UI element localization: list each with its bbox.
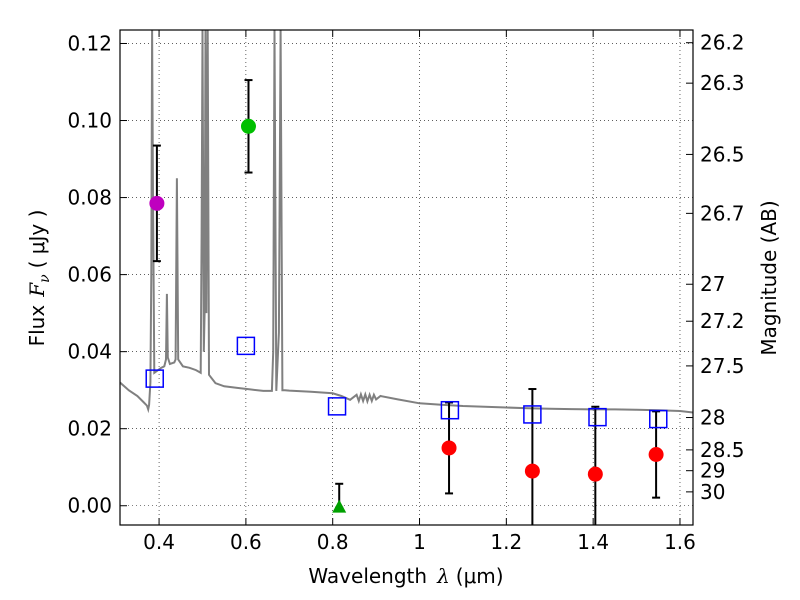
y-tick-labels: 0.00 0.02 0.04 0.06 0.08 0.10 0.12 xyxy=(67,31,112,517)
observed-flux-point xyxy=(441,440,457,456)
x-tick-label: 1.6 xyxy=(664,530,696,554)
magnitude-tick-label: 27.2 xyxy=(700,309,745,333)
x-tick-label: 0.6 xyxy=(230,530,262,554)
x-tick-label: 1 xyxy=(413,530,426,554)
model-flux-square xyxy=(236,336,256,356)
y-tick-label: 0.08 xyxy=(67,186,112,210)
x-axis-label: Wavelength λ (μm) xyxy=(308,564,503,588)
template-spectrum-line xyxy=(120,30,693,414)
observed-photometry-points xyxy=(149,118,664,513)
magnitude-tick-label: 26.3 xyxy=(700,71,745,95)
x-tick-label: 1.4 xyxy=(577,530,609,554)
upper-limit-triangle xyxy=(332,499,347,513)
plot-frame xyxy=(119,29,694,526)
axis-ticks xyxy=(120,30,693,525)
y-tick-label: 0.04 xyxy=(67,340,112,364)
model-flux-square xyxy=(649,409,668,429)
model-flux-square xyxy=(440,400,460,420)
x-tick-labels: 0.4 0.6 0.8 1 1.2 1.4 1.6 xyxy=(143,530,696,554)
plot-area xyxy=(120,30,693,525)
model-flux-square xyxy=(588,407,607,427)
x-tick-label: 0.8 xyxy=(317,530,349,554)
observed-flux-point xyxy=(149,195,165,211)
magnitude-tick-label: 26.5 xyxy=(700,142,745,166)
y-tick-label: 0.10 xyxy=(67,109,112,133)
y-tick-label: 0.12 xyxy=(67,31,112,55)
magnitude-tick-label: 28 xyxy=(700,406,725,430)
magnitude-tick-label: 29 xyxy=(700,459,725,483)
observed-flux-point xyxy=(648,447,664,463)
magnitude-tick-label: 27.5 xyxy=(700,354,745,378)
magnitude-tick-label: 27 xyxy=(700,272,725,296)
y-axis-label: FluxFν( μJy ) xyxy=(25,210,53,347)
magnitude-tick-label: 26.2 xyxy=(700,31,745,55)
y-axis-subscript: ν xyxy=(37,274,53,283)
grid-lines xyxy=(120,30,693,525)
magnitude-axis-label: Magnitude (AB) xyxy=(757,200,781,355)
magnitude-tick-label: 30 xyxy=(700,480,725,504)
y-tick-label: 0.06 xyxy=(67,263,112,287)
y-axis-symbol: F xyxy=(25,282,49,298)
y-tick-label: 0.00 xyxy=(67,494,112,518)
model-flux-square xyxy=(327,397,347,416)
model-photometry-points xyxy=(145,336,668,429)
magnitude-tick-label: 28.5 xyxy=(700,438,745,462)
model-flux-square xyxy=(145,369,164,388)
observed-flux-point xyxy=(587,466,603,482)
observed-flux-point xyxy=(240,118,256,134)
model-flux-square xyxy=(523,405,542,424)
x-tick-label: 1.2 xyxy=(490,530,522,554)
x-axis-symbol: λ xyxy=(436,564,450,588)
magnitude-tick-label: 26.7 xyxy=(700,201,745,225)
x-tick-label: 0.4 xyxy=(143,530,175,554)
observed-flux-point xyxy=(524,463,540,479)
y-tick-label: 0.02 xyxy=(67,417,112,441)
